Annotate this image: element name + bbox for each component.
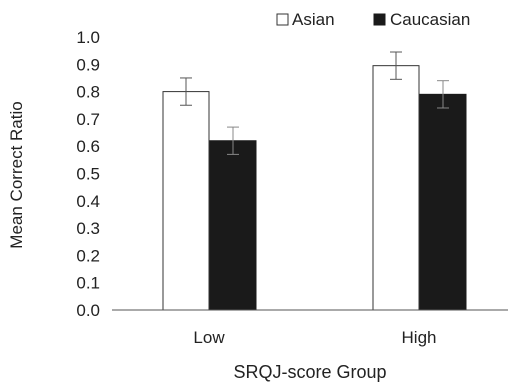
y-tick-label: 0.8 bbox=[76, 83, 100, 102]
bar-caucasian-low bbox=[209, 140, 257, 311]
y-axis-title: Mean Correct Ratio bbox=[7, 101, 26, 248]
x-axis-title: SRQJ-score Group bbox=[233, 362, 386, 382]
bar-asian-high bbox=[372, 65, 420, 311]
y-tick-label: 1.0 bbox=[76, 28, 100, 47]
y-tick-label: 0.0 bbox=[76, 301, 100, 320]
error-bar-asian-low bbox=[180, 77, 192, 106]
legend-swatch-caucasian bbox=[373, 13, 386, 26]
error-bar-caucasian-low bbox=[227, 126, 239, 155]
error-bar-caucasian-high bbox=[437, 80, 449, 109]
error-bar-asian-high bbox=[390, 51, 402, 80]
bar-asian-low bbox=[162, 91, 210, 311]
y-tick-label: 0.6 bbox=[76, 137, 100, 156]
y-tick-label: 0.9 bbox=[76, 55, 100, 74]
y-tick-label: 0.1 bbox=[76, 274, 100, 293]
legend-label-caucasian: Caucasian bbox=[390, 10, 470, 29]
legend-label-asian: Asian bbox=[292, 10, 335, 29]
y-tick-label: 0.4 bbox=[76, 192, 100, 211]
x-tick-label-high: High bbox=[402, 328, 437, 347]
y-tick-label: 0.5 bbox=[76, 165, 100, 184]
y-axis-ticks: 0.0 0.1 0.2 0.3 0.4 0.5 0.6 0.7 0.8 0.9 1.0 bbox=[76, 28, 100, 320]
y-tick-label: 0.7 bbox=[76, 110, 100, 129]
legend-swatch-asian bbox=[276, 13, 289, 26]
x-tick-label-low: Low bbox=[193, 328, 225, 347]
legend: Asian Caucasian bbox=[276, 10, 470, 29]
bars bbox=[162, 51, 467, 311]
y-tick-label: 0.2 bbox=[76, 246, 100, 265]
bar-caucasian-high bbox=[419, 93, 467, 311]
y-tick-label: 0.3 bbox=[76, 219, 100, 238]
